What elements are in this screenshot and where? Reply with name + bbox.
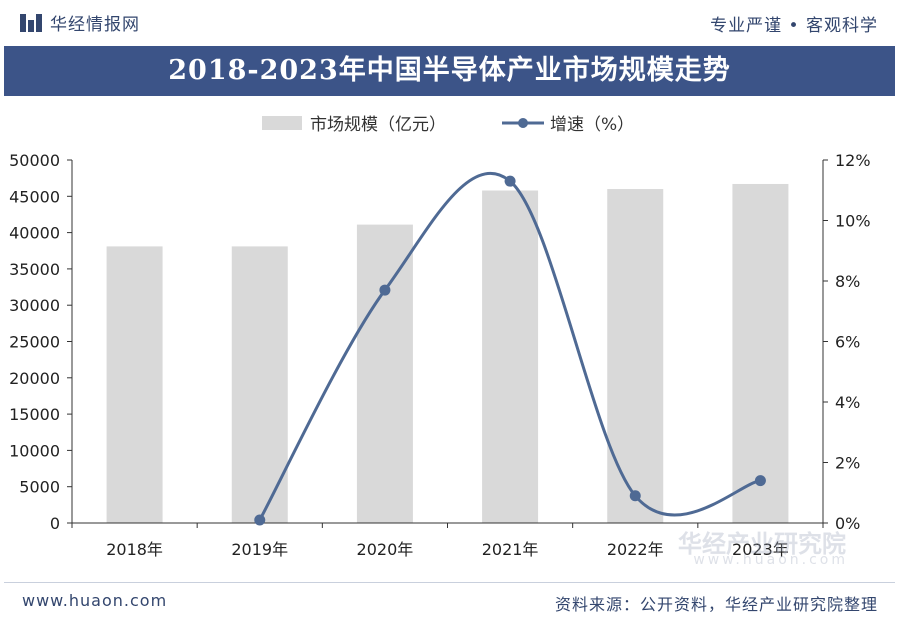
y-left-tick-label-2: 10000: [9, 441, 60, 460]
legend-bar-label: 市场规模（亿元）: [310, 115, 446, 135]
title-banner: 2018-2023年中国半导体产业市场规模走势: [4, 46, 895, 96]
footer-source: 资料来源：公开资料，华经产业研究院整理: [554, 595, 878, 614]
chart-title: 2018-2023年中国半导体产业市场规模走势: [168, 55, 731, 86]
watermark-url: www.huaon.com: [693, 552, 848, 568]
brand-logo-icon: [20, 13, 42, 32]
x-tick-label-3: 2021年: [482, 540, 539, 559]
growth-point-5: [754, 475, 766, 487]
growth-point-1: [254, 514, 266, 526]
y-right-tick-label-4: 8%: [835, 272, 860, 291]
y-left-tick-label-0: 0: [50, 514, 60, 533]
growth-point-3: [504, 175, 516, 187]
footer-website: www.huaon.com: [22, 591, 168, 610]
y-left-tick-label-7: 35000: [9, 260, 60, 279]
brand: 华经情报网: [20, 10, 140, 35]
legend-line-label: 增速（%）: [550, 115, 635, 135]
bar-3: [482, 190, 539, 523]
x-tick-label-4: 2022年: [607, 540, 664, 559]
bar-0: [106, 246, 163, 524]
y-right-tick-label-3: 6%: [835, 333, 860, 352]
chart-legend: 市场规模（亿元） 增速（%）: [262, 110, 634, 135]
y-right-tick-label-2: 4%: [835, 393, 860, 412]
y-left-tick-label-1: 5000: [19, 478, 60, 497]
y-right-tick-label-0: 0%: [835, 514, 860, 533]
top-bar: 华经情报网 专业严谨 • 客观科学: [0, 0, 900, 44]
y-left-tick-label-10: 50000: [9, 151, 60, 170]
growth-point-4: [629, 490, 641, 502]
bar-1: [231, 246, 288, 524]
x-tick-label-2: 2020年: [357, 540, 414, 559]
y-left-tick-label-5: 25000: [9, 333, 60, 352]
y-left-tick-label-8: 40000: [9, 224, 60, 243]
y-left-tick-label-4: 20000: [9, 369, 60, 388]
bar-2: [356, 224, 413, 523]
legend-line-swatch: [502, 117, 544, 128]
y-right-tick-label-1: 2%: [835, 454, 860, 473]
x-tick-label-0: 2018年: [106, 540, 163, 559]
brand-name: 华经情报网: [50, 15, 140, 35]
y-right-tick-label-5: 10%: [835, 212, 871, 231]
bar-5: [732, 183, 789, 523]
y-left-tick-label-6: 30000: [9, 296, 60, 315]
x-tick-label-5: 2023年: [732, 540, 789, 559]
legend-bar-swatch: [262, 115, 302, 130]
slogan: 专业严谨 • 客观科学: [710, 16, 878, 36]
y-left-tick-label-9: 45000: [9, 187, 60, 206]
y-left-tick-label-3: 15000: [9, 405, 60, 424]
footer-divider: [4, 582, 895, 583]
x-tick-label-1: 2019年: [231, 540, 288, 559]
watermark-logo: 华经产业研究院: [678, 530, 846, 558]
growth-point-2: [379, 284, 391, 296]
y-right-tick-label-6: 12%: [835, 151, 871, 170]
bar-4: [607, 189, 664, 524]
